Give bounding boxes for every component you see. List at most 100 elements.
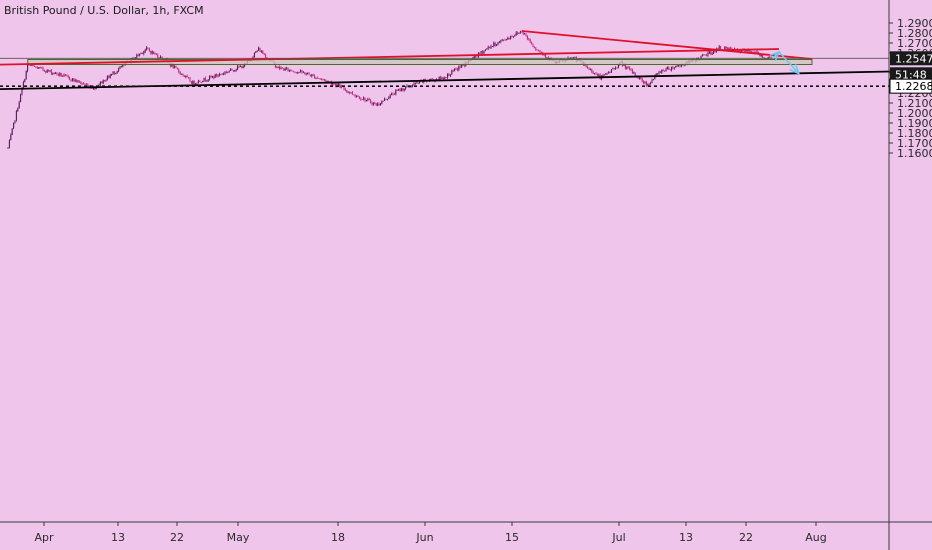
candle [287,67,289,72]
candle [403,88,405,92]
descending-resistance-line[interactable] [521,30,813,60]
candle [52,72,54,76]
candle [370,98,372,104]
candle [230,68,232,71]
candle [518,32,520,35]
candle [514,34,516,37]
candle [148,47,150,52]
candle [174,65,176,69]
candle [605,72,607,76]
candle [305,72,307,76]
candle [339,82,341,88]
candle [25,70,27,80]
candle [538,49,540,52]
candle [402,87,404,92]
candle [658,70,660,75]
candle [364,97,366,103]
candle [190,80,192,84]
candle [27,64,29,73]
candle [486,48,488,50]
candle [762,54,764,59]
candle [592,70,594,74]
time-tick-label: Aug [805,531,826,544]
candle [281,67,283,69]
price-tick-label: 1.18000 [897,127,932,140]
candle [496,43,498,47]
candle [441,76,443,80]
candle [104,79,106,82]
candle [224,70,226,75]
candle [673,67,675,70]
candle [335,83,337,88]
candle [237,65,239,71]
candle [375,103,377,106]
candle [140,52,142,55]
candle [349,91,351,95]
candle [587,65,589,69]
candle [669,68,671,71]
candle [643,80,645,85]
candle [385,98,387,100]
candle [659,70,661,74]
time-tick-label: May [227,531,250,544]
rising-red-trendline[interactable] [0,48,780,66]
candle [479,52,481,54]
candle [78,80,80,83]
candle [232,69,234,73]
candle [113,71,115,76]
candle [38,66,40,69]
price-tick-label: 1.17000 [897,137,932,150]
candle [81,82,83,86]
candle [185,75,187,79]
candle [448,72,450,77]
candle [356,95,358,98]
candle [50,69,52,75]
support-zone[interactable] [27,59,813,65]
candle [665,67,667,72]
candle [42,66,44,72]
candle [710,51,712,56]
candle [371,101,373,106]
candle [153,51,155,55]
candle [204,76,206,82]
candle [455,67,457,71]
candle [613,67,615,70]
candle [59,72,61,77]
time-tick-label: 13 [111,531,125,544]
candle [458,65,460,72]
candle [64,73,66,77]
candle [234,69,236,72]
candle [186,74,188,78]
candle [48,69,50,72]
candle [69,76,71,81]
candle [101,81,103,84]
candle [412,84,414,88]
candle [210,74,212,79]
candle [644,81,646,85]
candle [596,73,598,76]
candle [10,133,12,141]
candle [344,87,346,92]
candle [197,79,199,84]
candle [283,68,285,72]
candle [188,76,190,79]
candle [629,66,631,71]
candle [41,67,43,69]
candle [304,72,306,75]
candle [176,67,178,70]
candle [340,84,342,89]
candle [363,96,365,101]
time-tick-label: 22 [170,531,184,544]
candle [661,69,663,74]
candle [118,67,120,73]
candle [70,79,72,82]
price-tick-label: 1.28000 [897,27,932,40]
candle [720,45,722,50]
candle [217,74,219,78]
candle [73,78,75,82]
candle [459,65,461,69]
candle [589,68,591,71]
candle [490,44,492,50]
